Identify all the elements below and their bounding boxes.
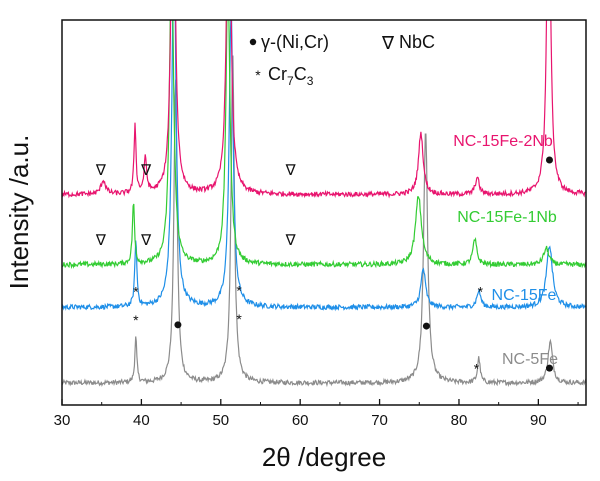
series-label-nc-5fe: NC-5Fe: [502, 351, 558, 368]
phase-marker-nbc: ∇: [285, 232, 297, 249]
series-label-nc-15fe-2nb: NC-15Fe-2Nb: [453, 133, 553, 150]
series-label-nc-15fe: NC-15Fe: [492, 287, 557, 304]
x-tick-label: 40: [133, 412, 150, 429]
x-tick-label: 80: [451, 412, 468, 429]
phase-marker-cr7c3: *: [133, 312, 139, 328]
series-line-nc-15fe-2nb: [62, 20, 586, 199]
phase-marker-nbc: ∇: [140, 232, 152, 249]
y-axis-title: Intensity /a.u.: [4, 135, 34, 290]
series-label-nc-15fe-1nb: NC-15Fe-1Nb: [457, 209, 557, 226]
series-line-nc-5fe: [62, 55, 586, 388]
plot-frame: [61, 19, 587, 406]
phase-marker-ni-cr: [174, 321, 182, 329]
x-tick-label: 30: [54, 412, 71, 429]
phase-marker-ni-cr: [422, 322, 430, 330]
phase-marker-nbc: ∇: [140, 162, 152, 179]
legend-nbc-label: NbC: [399, 32, 435, 52]
series-line-nc-15fe: [62, 20, 586, 312]
phase-marker-cr7c3: *: [478, 284, 484, 300]
x-tick-label: 50: [212, 412, 229, 429]
x-axis-title: 2θ /degree: [262, 442, 386, 472]
phase-marker-nbc: ∇: [95, 162, 107, 179]
legend-cr7c3-label: Cr7C3: [268, 64, 314, 88]
x-tick-label: 70: [371, 412, 388, 429]
phase-marker-nbc: ∇: [285, 162, 297, 179]
phase-marker-cr7c3: *: [236, 311, 242, 327]
phase-marker-cr7c3: *: [133, 284, 139, 300]
legend-ni-cr-symbol: [249, 38, 257, 46]
phase-marker-ni-cr: [545, 364, 553, 372]
series-line-nc-15fe-1nb: [62, 20, 586, 270]
legend-ni-cr-label: γ-(Ni,Cr): [261, 32, 329, 52]
phase-marker-cr7c3: *: [236, 282, 242, 298]
legend-nbc-symbol: ∇: [381, 33, 395, 53]
x-tick-label: 60: [292, 412, 309, 429]
phase-marker-nbc: ∇: [95, 232, 107, 249]
legend-cr7c3-symbol: *: [255, 67, 261, 83]
phase-marker-cr7c3: *: [474, 360, 480, 376]
phase-marker-ni-cr: [545, 156, 553, 164]
x-tick-label: 90: [530, 412, 547, 429]
